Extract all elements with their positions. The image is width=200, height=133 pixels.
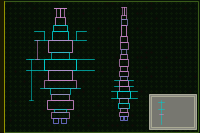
Bar — [47, 100, 73, 109]
Bar — [44, 59, 76, 70]
Bar — [121, 19, 127, 25]
Bar — [119, 71, 128, 76]
Bar — [48, 40, 72, 52]
Bar — [119, 80, 128, 86]
Bar — [50, 88, 70, 94]
Bar — [120, 42, 128, 49]
Bar — [120, 108, 127, 112]
Bar — [119, 98, 128, 103]
Bar — [61, 118, 66, 123]
Bar — [119, 59, 128, 66]
Bar — [124, 116, 127, 120]
Bar — [118, 103, 129, 108]
Bar — [55, 17, 65, 25]
Bar — [52, 31, 68, 40]
Bar — [120, 36, 127, 42]
Bar — [121, 25, 126, 36]
Bar — [120, 76, 127, 80]
Bar — [120, 116, 123, 120]
Bar — [120, 54, 127, 59]
Bar — [51, 112, 69, 118]
Bar — [51, 52, 69, 59]
Bar — [53, 25, 67, 31]
Bar — [54, 109, 66, 112]
Bar — [149, 94, 196, 129]
Bar — [44, 80, 76, 88]
Bar — [119, 86, 129, 91]
Bar — [121, 49, 126, 54]
Bar — [117, 91, 130, 98]
Bar — [0, 0, 5, 133]
Bar — [121, 15, 126, 19]
Bar — [120, 66, 127, 71]
Bar — [48, 70, 72, 80]
Bar — [151, 96, 194, 127]
Bar — [53, 118, 58, 123]
Bar — [51, 94, 69, 100]
Bar — [119, 112, 128, 116]
